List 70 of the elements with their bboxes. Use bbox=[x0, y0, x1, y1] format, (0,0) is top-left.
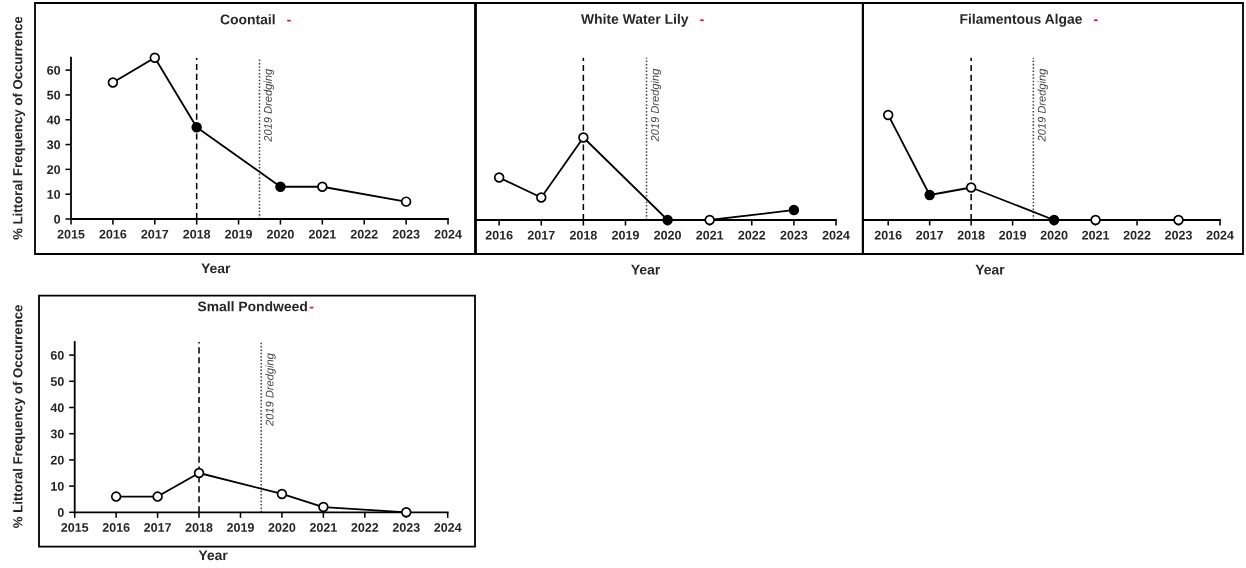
y-tick-label: 50 bbox=[50, 377, 64, 386]
y-tick-label: 0 bbox=[54, 214, 61, 224]
ref-line-label: 2019 Dredging bbox=[265, 353, 276, 427]
text: - bbox=[700, 19, 704, 22]
y-tick-label: 50 bbox=[47, 90, 61, 100]
x-tick-label: 2017 bbox=[141, 229, 169, 239]
x-tick-label: 2018 bbox=[185, 523, 213, 532]
x-tick-label: 2017 bbox=[144, 523, 171, 532]
x-axis-title: Year bbox=[198, 550, 228, 561]
x-tick-label: 2024 bbox=[434, 523, 462, 532]
x-tick-label: 2016 bbox=[99, 229, 127, 239]
x-tick-label: 2016 bbox=[102, 523, 130, 532]
x-axis-title: Year bbox=[631, 264, 661, 275]
x-tick-label: 2017 bbox=[916, 230, 944, 240]
x-tick-label: 2020 bbox=[268, 523, 296, 532]
chart-title: Filamentous Algae bbox=[960, 13, 1082, 27]
x-tick-label: 2023 bbox=[392, 229, 420, 239]
x-tick-label: 2024 bbox=[434, 229, 462, 239]
x-tick-label: 2022 bbox=[738, 230, 766, 240]
x-tick-label: 2015 bbox=[57, 229, 85, 239]
x-tick-label: 2016 bbox=[485, 230, 513, 240]
y-tick-label: 40 bbox=[50, 403, 64, 413]
x-tick-label: 2015 bbox=[61, 523, 89, 532]
y-tick-label: 40 bbox=[46, 115, 61, 125]
chart-title: Small Pondweed bbox=[197, 301, 307, 312]
chart-title: Coontail bbox=[220, 14, 275, 25]
x-axis-title: Year bbox=[975, 264, 1005, 275]
chart-title: White Water Lily bbox=[581, 13, 689, 27]
y-axis-title: % Littoral Frequency of Occurrence bbox=[12, 305, 26, 528]
y-tick-label: 0 bbox=[57, 508, 64, 517]
y-tick-label: 30 bbox=[50, 429, 64, 439]
ref-line-label: 2019 Dredging bbox=[650, 68, 662, 142]
x-tick-label: 2019 bbox=[227, 523, 254, 532]
x-axis-title: Year bbox=[201, 263, 231, 274]
x-tick-label: 2021 bbox=[696, 230, 724, 240]
y-tick-label: 60 bbox=[50, 350, 64, 360]
x-tick-label: 2021 bbox=[309, 523, 337, 532]
text: - bbox=[309, 306, 314, 309]
x-tick-label: 2024 bbox=[1206, 230, 1234, 240]
x-tick-label: 2022 bbox=[351, 523, 379, 532]
y-tick-label: 10 bbox=[47, 189, 61, 199]
x-tick-label: 2018 bbox=[183, 229, 211, 239]
x-tick-label: 2016 bbox=[874, 230, 902, 240]
text: - bbox=[1094, 19, 1098, 22]
x-tick-label: 2024 bbox=[822, 230, 850, 240]
x-tick-label: 2020 bbox=[1040, 230, 1068, 240]
x-tick-label: 2019 bbox=[999, 230, 1027, 240]
x-tick-label: 2023 bbox=[392, 523, 420, 532]
x-tick-label: 2021 bbox=[308, 229, 336, 239]
x-tick-label: 2018 bbox=[957, 230, 985, 240]
text: - bbox=[287, 19, 291, 22]
ref-line-label: 2019 Dredging bbox=[263, 68, 275, 142]
y-tick-label: 20 bbox=[47, 165, 61, 175]
x-tick-label: 2019 bbox=[225, 229, 252, 239]
x-tick-label: 2018 bbox=[569, 230, 597, 240]
x-tick-label: 2023 bbox=[1165, 230, 1192, 240]
y-tick-label: 30 bbox=[46, 140, 61, 150]
x-tick-label: 2020 bbox=[266, 229, 294, 239]
y-tick-label: 10 bbox=[51, 481, 64, 491]
y-tick-label: 20 bbox=[50, 455, 64, 465]
x-tick-label: 2019 bbox=[612, 230, 639, 240]
x-tick-label: 2023 bbox=[780, 230, 808, 240]
ref-line-label: 2019 Dredging bbox=[1037, 68, 1048, 142]
x-tick-label: 2021 bbox=[1082, 230, 1110, 240]
x-tick-label: 2017 bbox=[527, 230, 555, 240]
y-axis-title: % Littoral Frequency of Occurrence bbox=[12, 16, 26, 240]
y-tick-label: 60 bbox=[47, 65, 61, 75]
x-tick-label: 2022 bbox=[1123, 230, 1151, 240]
x-tick-label: 2022 bbox=[350, 229, 378, 239]
x-tick-label: 2020 bbox=[654, 230, 681, 240]
